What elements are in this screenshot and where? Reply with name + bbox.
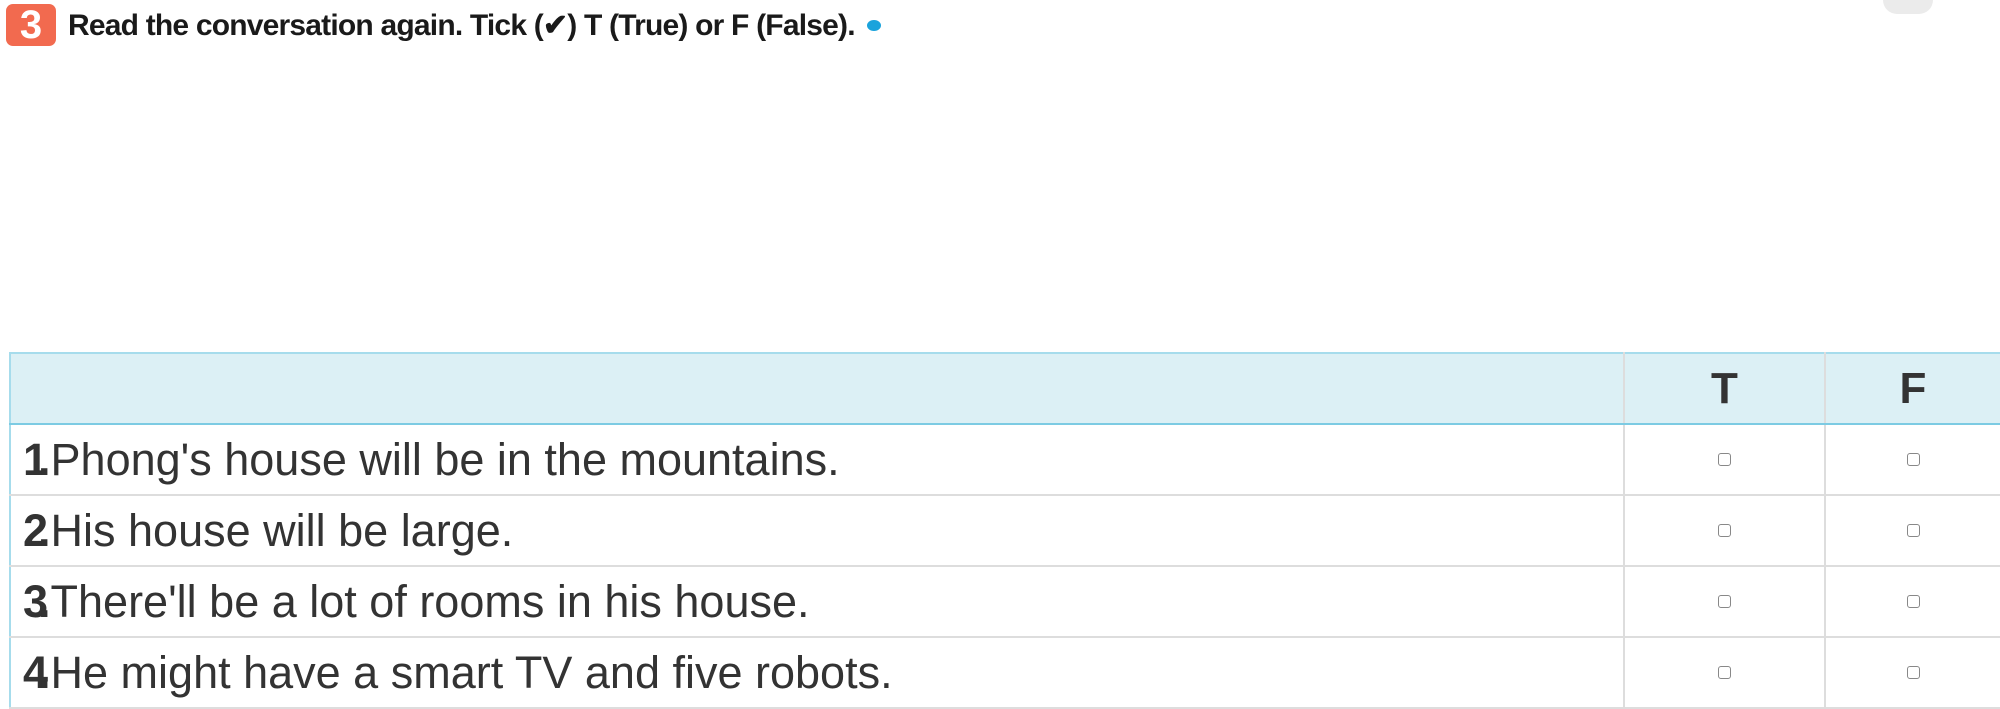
table-row: 4. He might have a smart TV and five robo… — [9, 636, 2000, 709]
chevron-down-icon[interactable] — [1883, 0, 1933, 14]
exercise-number-badge: 3 — [6, 3, 56, 47]
statement-number: 4. — [23, 646, 50, 698]
statement-number: 3. — [23, 575, 50, 627]
statement-cell: 3. There'll be a lot of rooms in his hous… — [9, 565, 1625, 638]
false-cell — [1824, 423, 2000, 496]
false-checkbox[interactable] — [1906, 452, 1920, 466]
false-cell — [1824, 636, 2000, 709]
true-cell — [1623, 423, 1826, 496]
true-checkbox[interactable] — [1718, 665, 1731, 679]
table-row: 1. Phong's house will be in the mountains… — [9, 423, 2000, 496]
false-cell — [1824, 565, 2000, 638]
table-row: 2. His house will be large. — [9, 494, 2000, 567]
statement-cell: 4. He might have a smart TV and five robo… — [9, 636, 1625, 709]
audio-icon[interactable] — [866, 19, 881, 31]
true-false-table: T F 1. Phong's house will be in the mount… — [9, 352, 2000, 709]
table-header-row: T F — [9, 352, 2000, 425]
statement-cell: 2. His house will be large. — [9, 494, 1625, 567]
exercise-heading: 3 Read the conversation again. Tick (✔) … — [6, 2, 881, 48]
table-row: 3. There'll be a lot of rooms in his hous… — [9, 565, 2000, 638]
true-checkbox[interactable] — [1718, 523, 1731, 537]
true-cell — [1623, 636, 1826, 709]
statement-text: His house will be large. — [50, 504, 514, 556]
statement-cell: 1. Phong's house will be in the mountains… — [9, 423, 1625, 496]
header-statement — [9, 352, 1625, 425]
false-checkbox[interactable] — [1906, 665, 1920, 679]
true-checkbox[interactable] — [1718, 452, 1731, 466]
statement-number: 1. — [23, 433, 50, 485]
statement-text: There'll be a lot of rooms in his house. — [50, 575, 810, 627]
statement-number: 2. — [23, 504, 50, 556]
true-checkbox[interactable] — [1718, 594, 1731, 608]
header-true: T — [1623, 352, 1826, 425]
true-cell — [1623, 494, 1826, 567]
statement-text: He might have a smart TV and five robots… — [50, 646, 893, 698]
statement-text: Phong's house will be in the mountains. — [50, 433, 840, 485]
false-checkbox[interactable] — [1906, 594, 1920, 608]
false-checkbox[interactable] — [1906, 523, 1920, 537]
false-cell — [1824, 494, 2000, 567]
true-cell — [1623, 565, 1826, 638]
header-false: F — [1824, 352, 2000, 425]
exercise-instruction: Read the conversation again. Tick (✔) T … — [68, 8, 856, 42]
